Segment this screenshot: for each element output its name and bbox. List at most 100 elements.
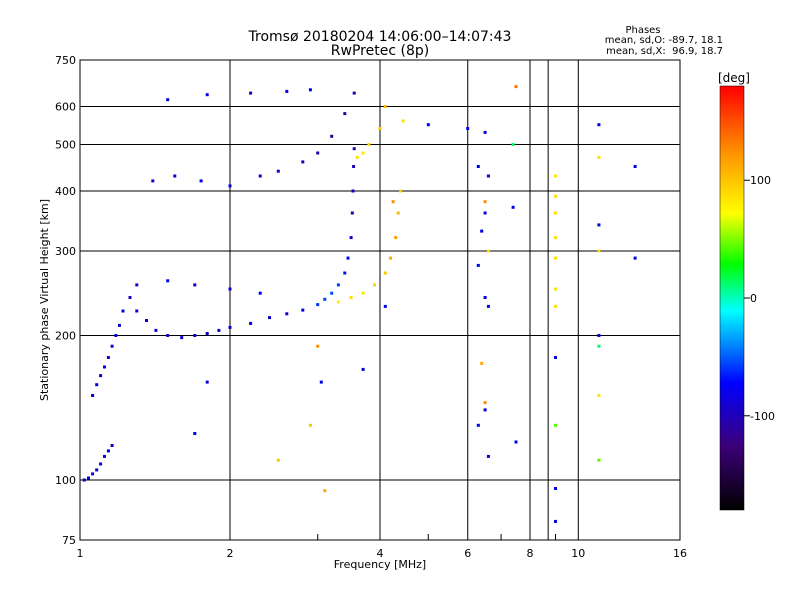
data-point — [401, 119, 405, 123]
data-point — [228, 325, 232, 329]
data-point — [352, 91, 356, 95]
data-point — [193, 334, 197, 337]
y-tick-label: 750 — [55, 54, 76, 67]
data-point — [308, 88, 312, 92]
data-point — [91, 394, 95, 397]
data-point — [480, 229, 484, 233]
data-point — [87, 476, 90, 480]
data-point — [554, 174, 557, 178]
data-point — [554, 236, 557, 240]
data-point — [301, 308, 305, 312]
data-point — [336, 300, 340, 304]
data-point — [480, 361, 484, 365]
data-point — [511, 205, 515, 209]
data-point — [597, 458, 601, 462]
data-point — [323, 297, 327, 301]
data-point — [554, 487, 557, 490]
data-point — [633, 256, 637, 260]
data-point — [514, 440, 518, 444]
data-point — [301, 160, 305, 164]
x-tick-label: 1 — [77, 547, 84, 560]
x-tick-label: 2 — [227, 547, 234, 560]
data-point — [205, 93, 209, 97]
data-point — [597, 394, 601, 397]
x-tick-label: 8 — [527, 547, 534, 560]
data-point — [554, 519, 557, 523]
data-point — [346, 256, 350, 260]
data-point — [351, 189, 355, 193]
data-point — [323, 489, 327, 493]
data-point — [128, 296, 132, 299]
grid — [80, 60, 680, 540]
x-axis-label: Frequency [MHz] — [334, 558, 426, 571]
phase-line-x: mean, sd,X: 96.9, 18.7 — [606, 46, 723, 57]
data-point — [276, 458, 280, 462]
data-point — [276, 169, 280, 173]
data-point — [597, 223, 601, 227]
y-tick-label: 100 — [55, 474, 76, 487]
data-point — [394, 236, 398, 240]
colorbar-tick-label: -100 — [750, 410, 775, 423]
data-point — [486, 249, 490, 253]
data-point — [199, 179, 203, 183]
data-point — [597, 155, 601, 159]
data-point — [330, 134, 334, 138]
data-point — [597, 344, 601, 348]
data-point — [486, 454, 490, 458]
data-point — [336, 283, 340, 287]
data-point — [95, 468, 99, 472]
data-point — [483, 200, 487, 204]
colorbar-label: [deg] — [718, 71, 750, 85]
data-points — [82, 85, 637, 523]
data-point — [258, 174, 262, 178]
data-point — [476, 165, 480, 168]
data-point — [249, 321, 253, 325]
data-point — [258, 291, 262, 295]
phase-line-o: mean, sd,O: -89.7, 18.1 — [605, 35, 723, 46]
data-point — [633, 165, 637, 168]
data-point — [91, 472, 95, 476]
data-point — [554, 211, 557, 215]
data-point — [597, 334, 601, 337]
data-point — [268, 316, 271, 320]
colorbar-tick-label: 100 — [750, 174, 771, 187]
data-point — [514, 85, 518, 89]
data-point — [554, 287, 557, 291]
data-point — [308, 423, 312, 427]
y-tick-label: 300 — [55, 245, 76, 258]
data-point — [554, 304, 557, 308]
data-point — [355, 155, 359, 159]
data-point — [217, 328, 221, 332]
chart-subtitle: RwPretec (8p) — [331, 43, 429, 59]
colorbar-tick-label: 0 — [750, 292, 757, 305]
colorbar-ticks: 100 0 -100 — [744, 174, 775, 423]
data-point — [399, 189, 403, 193]
data-point — [228, 184, 232, 188]
y-axis-label: Stationary phase Virtual Height [km] — [38, 199, 51, 401]
data-point — [352, 165, 356, 168]
data-point — [82, 478, 86, 482]
data-point — [135, 283, 139, 287]
y-tick-label: 75 — [62, 534, 76, 547]
data-point — [205, 380, 209, 384]
data-point — [597, 249, 601, 253]
data-point — [396, 211, 400, 215]
data-point — [378, 127, 382, 130]
data-point — [110, 344, 114, 348]
colorbar — [719, 85, 745, 511]
data-point — [316, 151, 320, 155]
data-point — [110, 444, 114, 447]
data-point — [166, 98, 170, 102]
data-point — [166, 334, 170, 337]
data-point — [121, 309, 125, 313]
phase-heading: Phases — [625, 25, 660, 36]
data-point — [173, 174, 177, 178]
data-point — [483, 130, 487, 134]
data-point — [349, 296, 353, 299]
data-point — [180, 336, 184, 340]
data-point — [367, 143, 371, 146]
data-point — [554, 356, 557, 359]
data-point — [597, 123, 601, 127]
x-tick-label: 10 — [571, 547, 585, 560]
